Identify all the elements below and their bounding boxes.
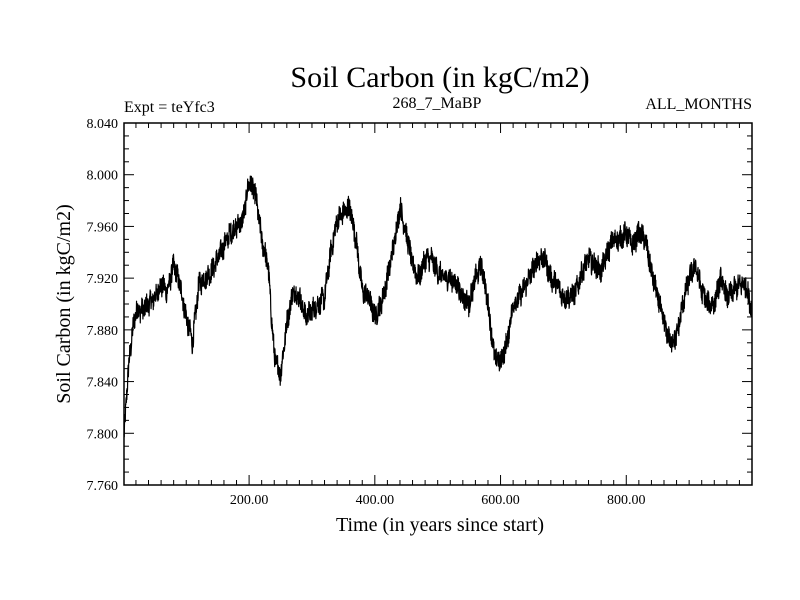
x-tick-label: 800.00 [607, 493, 646, 508]
y-tick-label: 8.000 [87, 169, 119, 184]
y-tick-label: 8.040 [87, 117, 119, 132]
x-axis-title: Time (in years since start) [336, 514, 544, 536]
y-tick-label: 7.880 [87, 324, 119, 339]
y-tick-label: 7.840 [87, 376, 119, 391]
y-tick-label: 7.760 [87, 479, 119, 494]
y-tick-label: 7.920 [87, 272, 119, 287]
x-tick-label: 400.00 [356, 493, 395, 508]
y-tick-label: 7.960 [87, 220, 119, 235]
plot-area: 200.00 400.00 600.00 800.00 7.760 7.800 7.840 7… [87, 117, 753, 508]
y-axis-title: Soil Carbon (in kgC/m2) [53, 204, 75, 403]
chart-title: Soil Carbon (in kgC/m2) [290, 61, 589, 94]
plot-frame [123, 122, 753, 486]
series-line [123, 175, 753, 438]
period-label: 268_7_MaBP [393, 95, 482, 112]
y-tick-label: 7.800 [87, 427, 119, 442]
x-tick-label: 200.00 [230, 493, 269, 508]
experiment-label: Expt = teYfc3 [124, 99, 215, 116]
months-label: ALL_MONTHS [645, 96, 752, 113]
x-tick-label: 600.00 [481, 493, 520, 508]
